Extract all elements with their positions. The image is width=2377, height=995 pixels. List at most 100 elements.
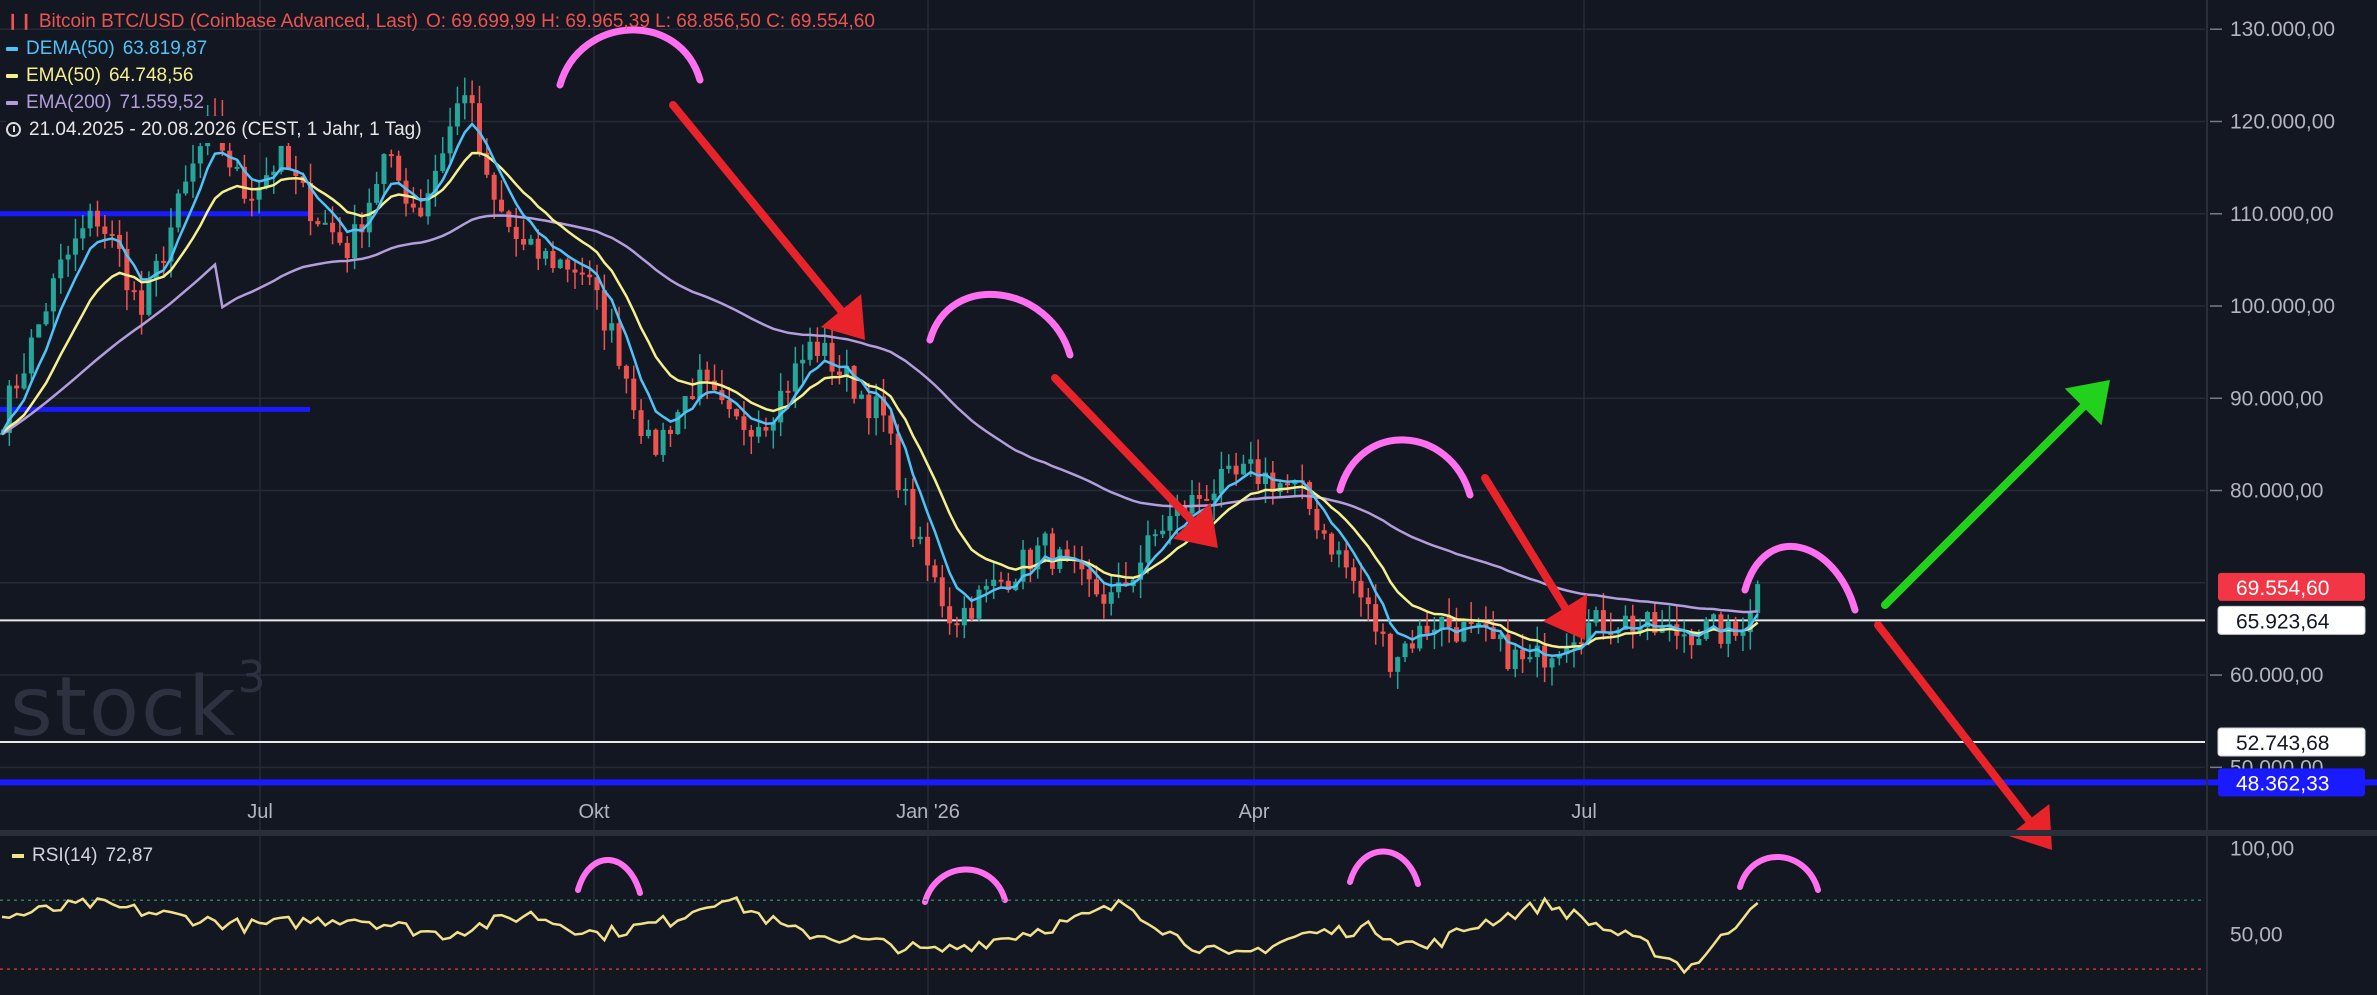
candle-body	[565, 259, 571, 270]
candle-body	[1696, 638, 1702, 646]
candle-body	[858, 394, 864, 399]
annotation-arch	[926, 290, 1074, 359]
candle-body	[1520, 649, 1526, 660]
candle-body	[557, 259, 563, 269]
up-arrow	[1881, 402, 2088, 609]
candle-body	[1152, 534, 1158, 537]
candle-body	[800, 359, 806, 364]
candle-body	[293, 169, 299, 177]
candle-body	[374, 183, 380, 203]
candle-body	[734, 409, 740, 417]
y-tick-label: 90.000,00	[2230, 387, 2323, 410]
y-tick-label: 120.000,00	[2230, 110, 2335, 133]
candle-body	[976, 589, 982, 619]
up-arrow-head	[2064, 380, 2110, 426]
candle-body	[932, 565, 938, 578]
candle-body	[1204, 498, 1210, 501]
candle-body	[543, 250, 549, 259]
legend-dema[interactable]: DEMA(50) 63.819,87	[6, 35, 875, 62]
candle-body	[1711, 614, 1717, 620]
candle-body	[1005, 580, 1011, 591]
y-tick-label: 80.000,00	[2230, 480, 2323, 503]
candle-body	[969, 607, 975, 619]
candle-icon: ❙❙	[6, 13, 33, 30]
candle-body	[1373, 604, 1379, 632]
candle-body	[579, 272, 585, 275]
candle-body	[190, 163, 196, 182]
price-label: 48.362,33	[2236, 772, 2329, 795]
dema-swatch	[6, 46, 18, 51]
candle-body	[1453, 627, 1459, 642]
chart-legend: ❙❙ Bitcoin BTC/USD (Coinbase Advanced, L…	[6, 8, 875, 143]
x-tick-label: Jul	[247, 801, 273, 823]
candle-body	[344, 242, 350, 259]
rsi-tick-label: 50,00	[2230, 924, 2283, 947]
candle-body	[792, 363, 798, 392]
candle-body	[366, 202, 372, 233]
candle-body	[315, 221, 321, 225]
candle-body	[506, 211, 512, 227]
candle-body	[1167, 516, 1173, 531]
candle-body	[1262, 472, 1268, 485]
candle-body	[535, 238, 541, 259]
ema50-swatch	[6, 73, 18, 78]
rsi-annotation-arch	[922, 866, 1008, 905]
price-label-box	[2217, 605, 2366, 635]
price-label: 69.554,60	[2236, 577, 2329, 600]
candle-body	[1086, 569, 1092, 580]
candle-body	[1446, 616, 1452, 628]
rsi-value: 72,87	[105, 845, 154, 866]
y-tick-label: 110.000,00	[2230, 203, 2334, 226]
candle-body	[1270, 472, 1276, 493]
candle-body	[462, 95, 468, 104]
legend-ema200[interactable]: EMA(200) 71.559,52	[6, 89, 875, 116]
x-tick-label: Jul	[1571, 801, 1597, 823]
candle-body	[601, 290, 607, 331]
candle-body	[1718, 614, 1724, 644]
candle-body	[1512, 649, 1518, 670]
candle-body	[623, 365, 629, 379]
down-arrow	[669, 101, 845, 315]
candle-body	[1027, 549, 1033, 570]
candle-body	[682, 396, 688, 413]
ema50-line	[1, 151, 1759, 649]
candle-body	[1578, 642, 1584, 645]
candle-body	[447, 126, 453, 154]
candle-body	[829, 342, 835, 372]
y-tick-label: 130.000,00	[2230, 18, 2335, 41]
legend-ema50[interactable]: EMA(50) 64.748,56	[6, 62, 875, 89]
candle-body	[440, 153, 446, 171]
annotation-arch	[1741, 543, 1859, 614]
candle-body	[991, 579, 997, 587]
ema200-value: 71.559,52	[119, 92, 205, 113]
candle-body	[1483, 623, 1489, 628]
candle-body	[308, 182, 314, 222]
candle-body	[888, 415, 894, 434]
ema50-label: EMA(50)	[26, 65, 101, 86]
candle-body	[1160, 530, 1166, 535]
price-label: 65.923,64	[2236, 610, 2330, 633]
x-tick-label: Jan '26	[896, 801, 960, 823]
clock-icon	[6, 122, 21, 137]
candle-body	[572, 269, 578, 273]
candle-body	[998, 579, 1004, 582]
candle-body	[227, 150, 233, 168]
candle-body	[1564, 647, 1570, 655]
legend-range-row: 21.04.2025 - 20.08.2026 (CEST, 1 Jahr, 1…	[6, 116, 875, 143]
candle-body	[910, 488, 916, 540]
candle-body	[1733, 621, 1739, 636]
date-range: 21.04.2025 - 20.08.2026 (CEST, 1 Jahr, 1…	[6, 116, 428, 143]
candle-body	[939, 577, 945, 607]
candle-body	[381, 154, 387, 184]
candle-body	[1498, 634, 1504, 639]
rsi-legend[interactable]: RSI(14) 72,87	[12, 845, 153, 867]
candle-body	[50, 278, 56, 312]
candle-body	[146, 278, 152, 315]
candle-body	[94, 210, 100, 227]
candle-body	[175, 193, 181, 228]
dema-line	[0, 122, 1759, 657]
candle-body	[1409, 643, 1415, 649]
candle-body	[1211, 493, 1217, 501]
candle-body	[1380, 631, 1386, 634]
